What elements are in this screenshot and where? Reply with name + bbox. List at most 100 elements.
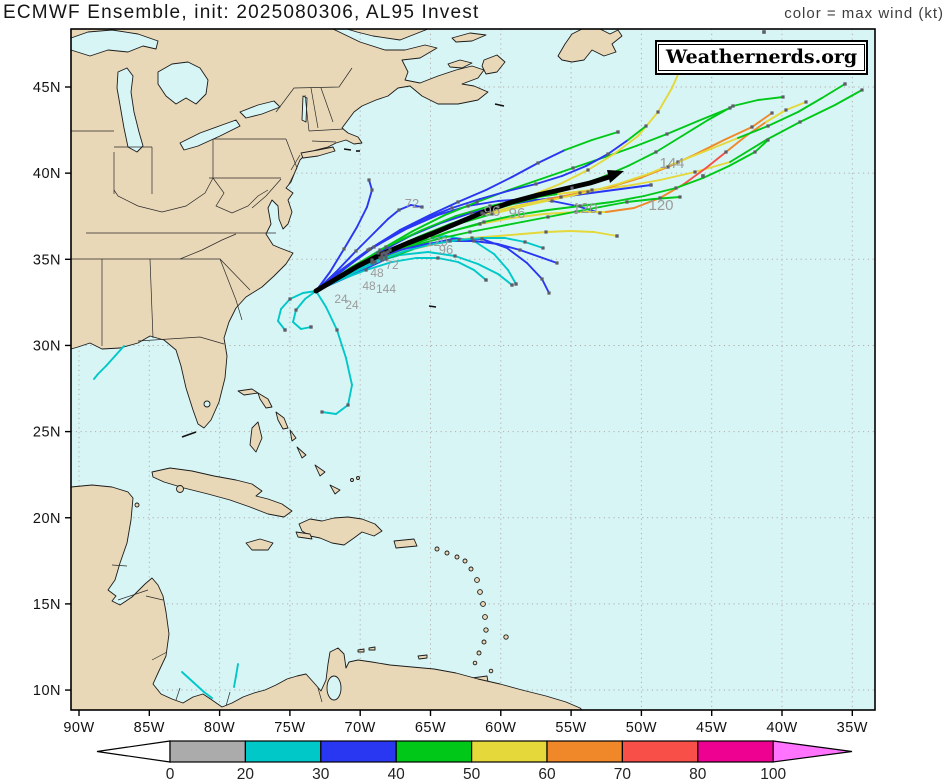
ensemble-track-segment <box>455 205 491 217</box>
lat-tick-label: 25N <box>33 425 61 441</box>
ensemble-track-segment <box>524 241 544 249</box>
track-marker <box>384 257 388 261</box>
ensemble-track-segment <box>454 255 479 265</box>
ensemble-track-segment <box>114 345 125 357</box>
land-prince-edward-island <box>447 59 473 69</box>
forecast-hour-label: 96 <box>509 205 526 222</box>
land-cuba <box>151 467 293 518</box>
land-haiti-peninsula <box>295 531 313 540</box>
track-marker <box>514 282 518 286</box>
track-marker <box>843 82 847 86</box>
ensemble-track-segment <box>395 218 425 234</box>
track-marker <box>384 251 388 255</box>
track-marker <box>469 211 473 215</box>
track-marker <box>475 200 479 204</box>
forecast-hour-label: 24 <box>334 292 348 306</box>
ensemble-track-segment <box>627 151 657 167</box>
forecast-hour-label: 144 <box>659 155 684 172</box>
ensemble-track-segment <box>751 112 773 128</box>
track-marker <box>364 268 368 272</box>
track-marker <box>386 250 390 254</box>
track-marker <box>658 196 662 200</box>
forecast-hour-label: 120 <box>572 200 597 217</box>
track-marker <box>466 204 470 208</box>
ensemble-track-segment <box>785 101 807 111</box>
track-marker <box>860 88 864 92</box>
track-marker <box>370 261 374 265</box>
watermark-box: Weathernerds.org <box>655 40 868 75</box>
track-marker <box>472 239 476 243</box>
mean-track <box>313 173 615 294</box>
ensemble-track-segment <box>233 675 237 688</box>
colorbar-tick-label: 0 <box>166 766 175 783</box>
ensemble-track-segment <box>504 237 526 243</box>
ensemble-track-segment <box>469 226 497 233</box>
lon-tick-label: 80W <box>204 720 235 736</box>
track-marker <box>762 30 766 34</box>
track-marker <box>384 254 388 258</box>
colorbar-segment <box>395 740 473 763</box>
track-marker <box>388 248 392 252</box>
colorbar-tick-label: 50 <box>463 766 481 783</box>
ensemble-track-segment <box>757 96 784 101</box>
ensemble-track-segment <box>611 195 645 203</box>
ensemble-track-segment <box>277 308 282 322</box>
ensemble-track-segment <box>723 126 753 141</box>
track-marker <box>656 110 660 114</box>
ensemble-track-segment <box>410 204 423 208</box>
lon-tick-label: 50W <box>626 720 657 736</box>
ensemble-track-segment <box>564 139 593 151</box>
ensemble-track-segment <box>579 201 613 207</box>
track-marker <box>378 256 382 260</box>
track-marker <box>448 239 452 243</box>
ensemble-track-segment <box>399 251 429 256</box>
ensemble-track-segment <box>345 357 353 386</box>
ensemble-track-segment <box>493 253 509 271</box>
ensemble-track-segment <box>339 269 367 281</box>
ensemble-track-segment <box>675 177 704 189</box>
track-marker <box>482 212 486 216</box>
track-marker <box>523 240 527 244</box>
track-marker <box>586 190 590 194</box>
ensemble-track-segment <box>391 257 417 263</box>
land-cozumel <box>134 502 140 508</box>
ensemble-track-segment <box>767 111 799 127</box>
ensemble-track-segment <box>315 290 327 308</box>
ensemble-track-segment <box>192 681 205 693</box>
track-marker <box>320 410 324 414</box>
ensemble-track-segment <box>440 212 472 224</box>
forecast-hour-label: 96 <box>484 203 501 220</box>
ensemble-track-segment <box>483 214 517 223</box>
lake-okeechobee <box>203 400 211 408</box>
track-marker <box>309 325 313 329</box>
ensemble-track-segment <box>292 309 297 323</box>
ensemble-track-segment <box>627 125 647 141</box>
ensemble-track-segment <box>356 206 368 228</box>
ensemble-track-segment <box>419 230 453 243</box>
ensemble-track-segment <box>437 257 459 263</box>
ensemble-track-segment <box>329 248 345 273</box>
ensemble-track-segment <box>653 196 681 200</box>
ensemble-track-segment <box>441 231 471 239</box>
ensemble-track-segment <box>340 249 369 271</box>
track-marker <box>550 199 554 203</box>
ensemble-track-segment <box>366 189 373 208</box>
track-marker <box>544 230 548 234</box>
track-marker <box>436 256 440 260</box>
track-marker <box>468 230 472 234</box>
track-marker <box>724 150 728 154</box>
ensemble-track-segment <box>797 97 823 113</box>
ensemble-track-segment <box>604 145 637 158</box>
mean-track-arrowhead <box>607 170 624 183</box>
ensemble-track-segment <box>508 178 542 191</box>
track-marker <box>457 238 461 242</box>
ensemble-track-segment <box>521 216 549 223</box>
forecast-hour-label: 120 <box>426 234 448 249</box>
colorbar-caption: color = max wind (kt) <box>784 5 944 22</box>
ensemble-track-segment <box>515 198 549 207</box>
track-marker <box>488 204 492 208</box>
ensemble-track-segment <box>569 230 595 233</box>
ensemble-track-segment <box>626 198 655 203</box>
